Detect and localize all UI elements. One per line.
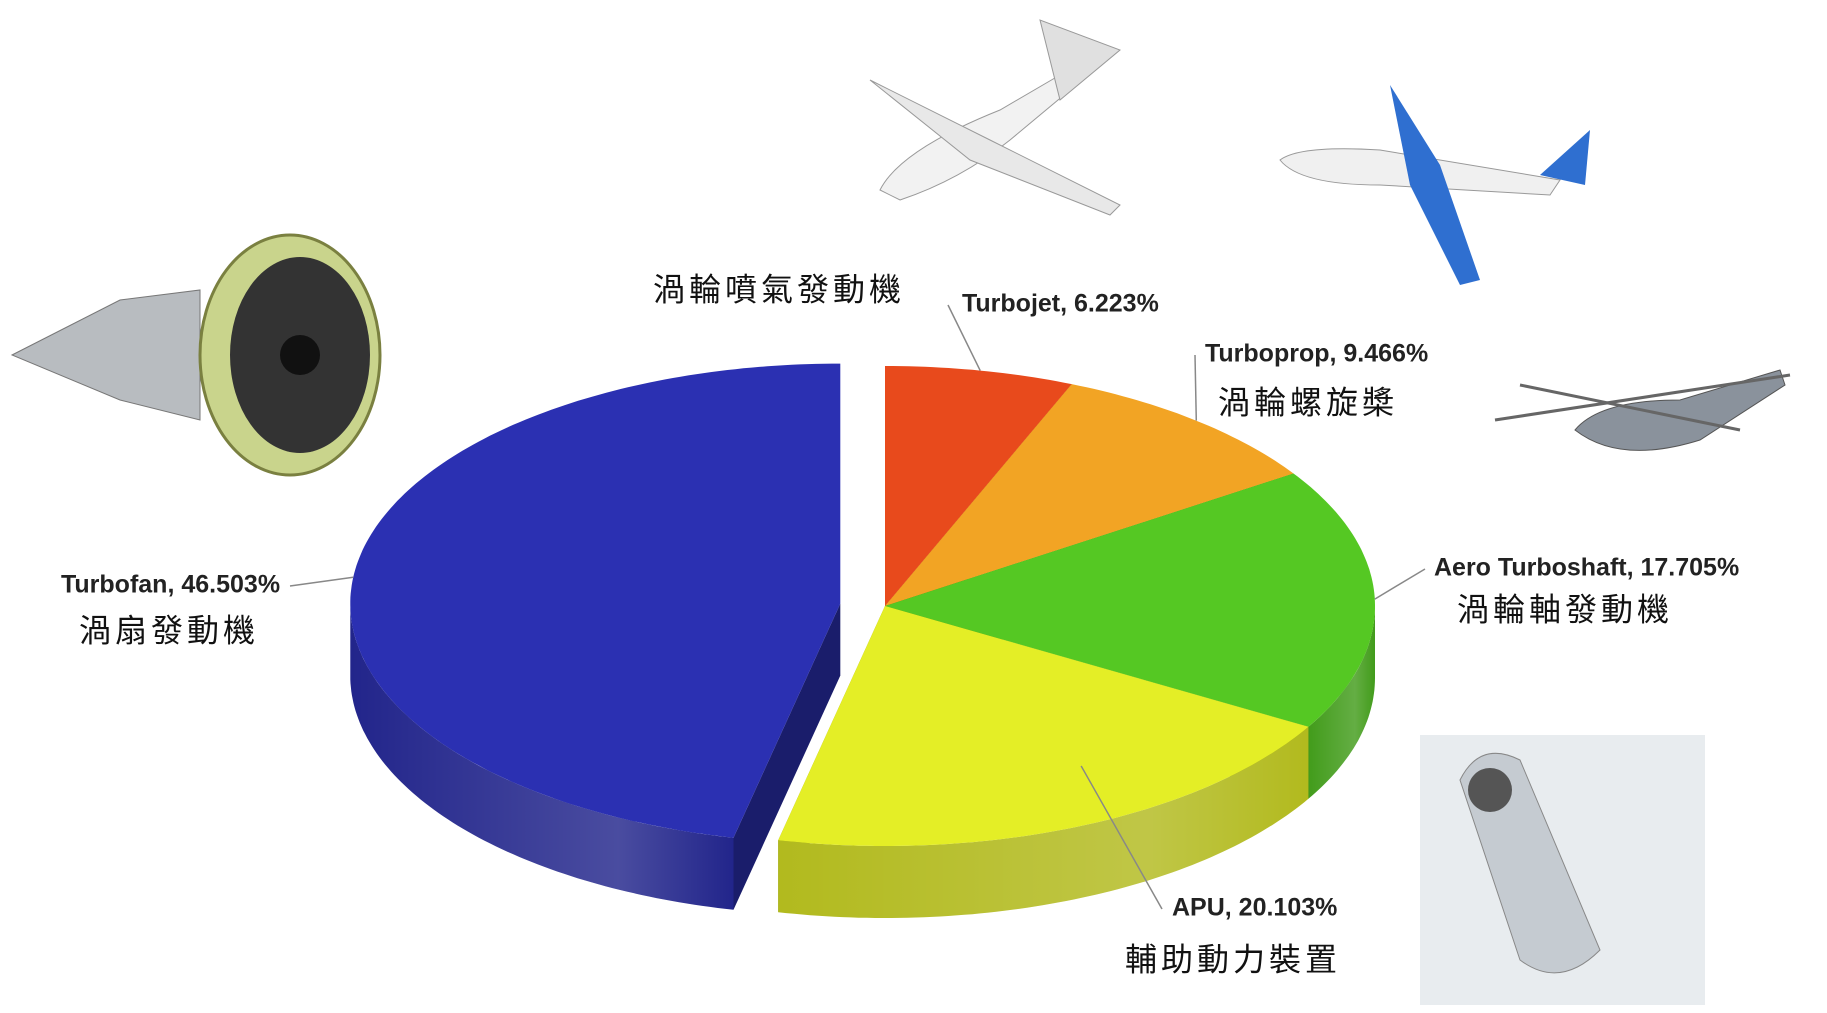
slice-label: Turbojet, 6.223% xyxy=(962,290,1159,318)
leader-line xyxy=(289,576,354,587)
turboprop-illustration xyxy=(1279,85,1590,285)
leader-line xyxy=(1374,568,1426,600)
turbofan-engine-illustration xyxy=(10,233,382,477)
slice-label-chinese: 渦輪螺旋槳 xyxy=(1218,384,1398,422)
slice-label: Aero Turboshaft, 17.705% xyxy=(1434,554,1739,582)
slice xyxy=(885,384,1294,606)
slice xyxy=(350,363,841,838)
slice-shine xyxy=(350,603,734,910)
slice-shine xyxy=(1308,606,1375,799)
slice-side xyxy=(733,603,841,910)
apu-illustration xyxy=(1420,735,1705,1005)
slice-label: Turbofan, 46.503% xyxy=(61,571,280,599)
slice xyxy=(885,473,1375,727)
slice-label-chinese: 輔助動力裝置 xyxy=(1125,941,1341,979)
slice xyxy=(885,366,1072,606)
leader-line xyxy=(947,304,981,371)
slice xyxy=(778,606,1309,846)
slice-label-chinese: 渦扇發動機 xyxy=(79,612,259,650)
slice-label: Turboprop, 9.466% xyxy=(1205,340,1428,368)
slice-label-chinese: 渦輪軸發動機 xyxy=(1457,591,1673,629)
helicopter-illustration xyxy=(1494,369,1791,451)
leader-line xyxy=(1194,354,1198,421)
slice-label: APU, 20.103% xyxy=(1172,894,1337,922)
slice-shine xyxy=(778,726,1309,918)
slice-label-chinese: 渦輪噴氣發動機 xyxy=(653,271,905,309)
leader-line xyxy=(1080,765,1163,910)
pie xyxy=(350,363,1375,918)
business-jet-illustration xyxy=(869,19,1121,216)
